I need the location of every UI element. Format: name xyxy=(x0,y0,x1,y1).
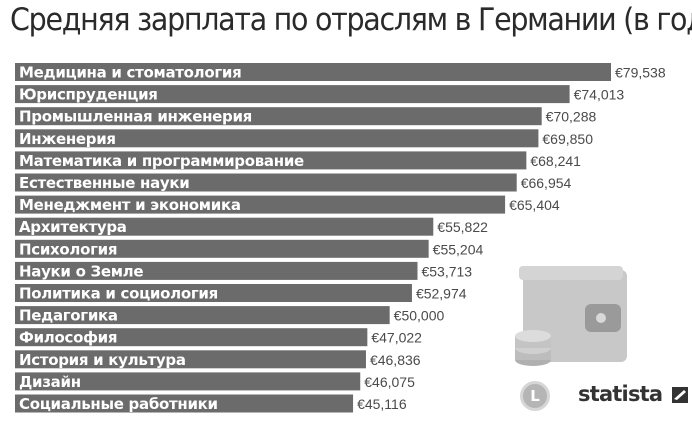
bar-value-label: €66,954 xyxy=(521,175,572,191)
bar-value-label: €45,116 xyxy=(357,396,407,412)
bar-category-label: Социальные работники xyxy=(19,395,218,413)
bar-value-label: €69,850 xyxy=(542,131,593,147)
bar-value-label: €55,822 xyxy=(437,219,488,235)
bar-value-label: €68,241 xyxy=(530,153,581,169)
bar-category-label: Политика и социология xyxy=(19,285,218,303)
bar-value-label: €47,022 xyxy=(371,330,422,346)
bar-value-label: €70,288 xyxy=(546,109,597,125)
bar-category-label: Естественные науки xyxy=(19,174,190,192)
statista-logo: statista xyxy=(578,382,663,406)
bar xyxy=(15,372,361,391)
bar-value-label: €52,974 xyxy=(416,286,467,302)
bar xyxy=(15,284,412,302)
bar-category-label: Дизайн xyxy=(19,373,81,391)
coins-icon xyxy=(515,330,551,366)
wallet-icon xyxy=(515,266,627,366)
bar-category-label: Юриспруденция xyxy=(19,86,158,104)
bar xyxy=(15,306,390,325)
bar xyxy=(15,129,539,148)
bar xyxy=(15,151,527,170)
bar xyxy=(15,217,434,236)
bar-category-label: Науки о Земле xyxy=(19,262,143,280)
bar-value-label: €46,836 xyxy=(370,352,421,368)
bar-value-label: €74,013 xyxy=(574,87,625,103)
bar-category-label: Математика и программирование xyxy=(19,152,304,170)
bar xyxy=(15,239,429,258)
chart-title: Средняя зарплата по отраслям в Германии … xyxy=(10,2,692,38)
bar xyxy=(15,63,611,81)
bar xyxy=(15,328,368,347)
bar-value-label: €65,404 xyxy=(509,197,560,213)
branding: L statista xyxy=(520,378,690,418)
bar-category-label: Менеджмент и экономика xyxy=(19,196,241,214)
statista-logo-icon xyxy=(672,387,688,403)
bar-value-label: €55,204 xyxy=(433,241,484,257)
bar xyxy=(15,394,354,413)
bar-category-label: Педагогика xyxy=(19,307,118,325)
bar-category-label: Медицина и стоматология xyxy=(19,64,241,82)
bar-category-label: Философия xyxy=(19,329,117,347)
bar-category-label: Психология xyxy=(19,240,117,258)
l-logo-icon: L xyxy=(520,381,550,411)
bar-category-label: Промышленная инженерия xyxy=(19,108,252,126)
bar-category-label: История и культура xyxy=(19,351,186,369)
bar xyxy=(15,261,418,280)
bar-category-label: Инженерия xyxy=(19,130,116,148)
bar-value-label: €79,538 xyxy=(615,65,666,81)
bar xyxy=(15,107,542,126)
bar xyxy=(15,173,517,192)
bar-value-label: €53,713 xyxy=(421,263,472,279)
bars-layer: Медицина и стоматология €79,538 Юриспруден… xyxy=(15,63,666,413)
bar xyxy=(15,350,366,369)
bar-value-label: €46,075 xyxy=(364,374,415,390)
bar xyxy=(15,195,506,214)
bar-category-label: Архитектура xyxy=(19,218,127,236)
bar xyxy=(15,85,570,104)
bar-value-label: €50,000 xyxy=(394,308,445,324)
